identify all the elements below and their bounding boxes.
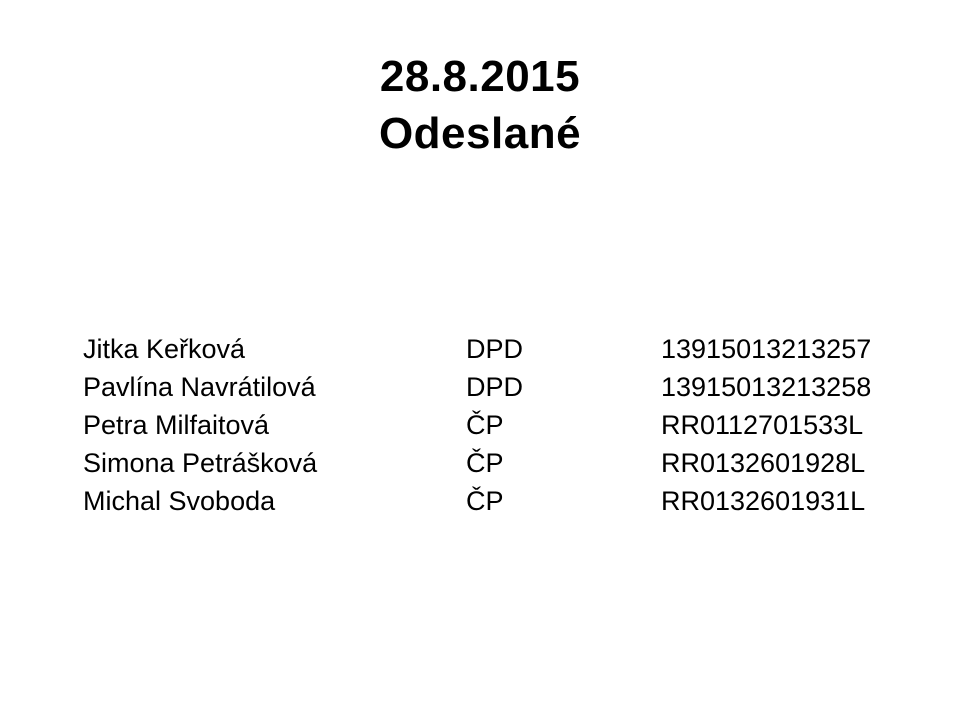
title-subtitle: Odeslané	[378, 109, 582, 158]
recipient-name: Pavlína Navrátilová	[83, 372, 316, 402]
tracking-number: 13915013213258	[661, 372, 872, 402]
table-row: Pavlína Navrátilová DPD 13915013213258	[83, 368, 883, 406]
recipient-name: Simona Petrášková	[83, 448, 318, 478]
recipient-name: Michal Svoboda	[83, 486, 276, 516]
tracking-number: RR0112701533L	[661, 410, 864, 440]
table-row: Jitka Keřková DPD 13915013213257	[83, 330, 883, 368]
recipient-name: Jitka Keřková	[83, 334, 246, 364]
carrier-label: DPD	[466, 372, 524, 402]
carrier-label: ČP	[466, 448, 504, 478]
tracking-number: RR0132601928L	[661, 448, 866, 478]
tracking-number: 13915013213257	[661, 334, 872, 364]
recipient-name: Petra Milfaitová	[83, 410, 270, 440]
carrier-label: ČP	[466, 410, 504, 440]
tracking-number: RR0132601931L	[661, 486, 866, 516]
table-row: Simona Petrášková ČP RR0132601928L	[83, 444, 883, 482]
table-row: Petra Milfaitová ČP RR0112701533L	[83, 406, 883, 444]
carrier-label: DPD	[466, 334, 524, 364]
table-row: Michal Svoboda ČP RR0132601931L	[83, 482, 883, 520]
page-title: 28.8.2015 Odeslané	[0, 48, 960, 162]
shipment-table: Jitka Keřková DPD 13915013213257 Pavlína…	[83, 330, 883, 520]
title-date: 28.8.2015	[379, 52, 581, 101]
carrier-label: ČP	[466, 486, 504, 516]
